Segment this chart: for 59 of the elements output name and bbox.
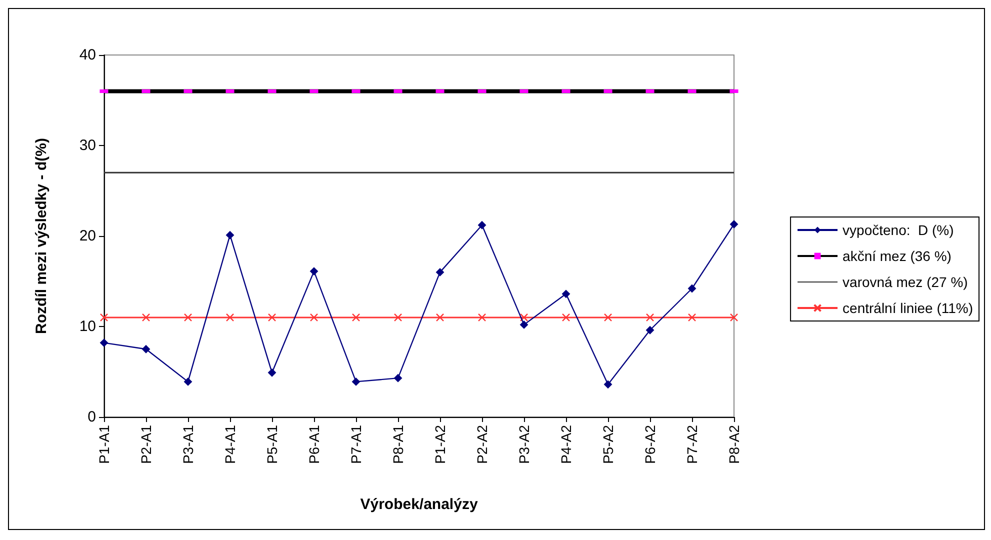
point xyxy=(646,326,654,334)
point xyxy=(688,284,696,292)
x-tick-label: P1-A2 xyxy=(432,424,448,464)
point xyxy=(352,313,360,322)
x-tick-label: P4-A1 xyxy=(222,424,238,464)
point xyxy=(184,313,192,322)
legend-label: akční mez (36 %) xyxy=(842,248,952,264)
legend-label: vypočteno: D (%) xyxy=(842,222,954,238)
point xyxy=(520,320,528,329)
x-tick-label: P2-A1 xyxy=(138,424,154,464)
x-tick-label: P3-A2 xyxy=(516,424,532,464)
x-tick-label: P7-A2 xyxy=(684,424,700,464)
x-tick-label: P5-A2 xyxy=(600,424,616,464)
point xyxy=(730,220,738,228)
x-tick-label: P6-A2 xyxy=(642,424,658,464)
point xyxy=(226,313,234,322)
point xyxy=(562,313,570,322)
point xyxy=(646,313,654,322)
x-tick-label: P3-A1 xyxy=(180,424,196,464)
point xyxy=(730,313,738,322)
point xyxy=(100,313,108,322)
y-axis-title: Rozdíl mezi výsledky - d(%) xyxy=(33,138,50,334)
y-tick-label: 10 xyxy=(79,318,96,335)
point xyxy=(100,338,108,347)
point xyxy=(394,313,402,322)
point xyxy=(352,378,360,386)
y-tick-label: 40 xyxy=(79,46,96,64)
point xyxy=(478,313,486,322)
y-tick-label: 20 xyxy=(79,228,96,244)
point xyxy=(478,221,486,230)
point xyxy=(142,345,150,354)
point xyxy=(436,313,444,322)
x-tick-label: P4-A2 xyxy=(558,424,574,464)
x-tick-label: P5-A1 xyxy=(264,424,280,464)
x-tick-label: P8-A2 xyxy=(726,424,742,464)
y-tick-label: 30 xyxy=(79,137,96,154)
point xyxy=(142,313,150,322)
x-tick-label: P7-A1 xyxy=(348,424,364,464)
point xyxy=(268,368,276,377)
x-tick-label: P6-A1 xyxy=(306,424,322,464)
x-tick-label: P1-A1 xyxy=(96,424,112,464)
point xyxy=(688,313,696,322)
point xyxy=(604,380,612,388)
x-axis-title: Výrobek/analýzy xyxy=(360,496,478,513)
point xyxy=(520,313,528,322)
point xyxy=(310,267,318,276)
point xyxy=(184,378,192,386)
legend-label: varovná mez (27 %) xyxy=(842,274,968,290)
point xyxy=(562,290,570,298)
point xyxy=(268,313,276,322)
x-tick-label: P2-A2 xyxy=(474,424,490,464)
point xyxy=(436,268,444,276)
y-tick-label: 0 xyxy=(88,408,96,426)
legend-label: centrální liniee (11%) xyxy=(842,300,974,316)
point xyxy=(394,374,402,382)
point xyxy=(604,313,612,322)
x-tick-label: P8-A1 xyxy=(390,424,406,464)
point xyxy=(226,231,234,240)
point xyxy=(310,313,318,322)
